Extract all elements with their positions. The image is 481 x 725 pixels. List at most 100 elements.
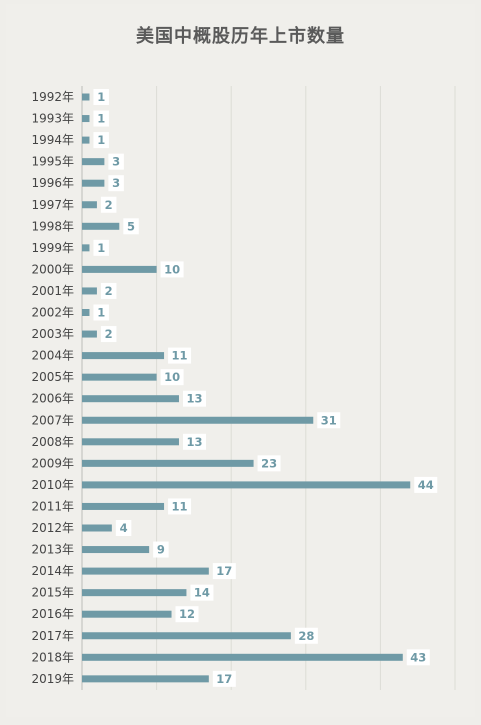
- bar: [82, 395, 179, 403]
- bar: [82, 352, 165, 360]
- category-label: 2010年: [31, 478, 74, 492]
- bar: [82, 524, 112, 532]
- data-label: 1: [97, 112, 105, 126]
- category-label: 1999年: [31, 241, 74, 255]
- bar: [82, 567, 209, 575]
- data-label: 12: [179, 607, 195, 621]
- data-label-box: [190, 584, 214, 601]
- bar: [82, 222, 120, 230]
- category-label: 2004年: [31, 349, 74, 363]
- bar: [82, 201, 97, 209]
- data-label-box: [108, 153, 124, 170]
- data-label: 43: [410, 650, 426, 664]
- data-label: 23: [261, 456, 277, 470]
- bar: [82, 179, 105, 187]
- category-label: 2016年: [31, 607, 74, 621]
- data-label-box: [100, 196, 117, 213]
- category-label: 1994年: [31, 133, 74, 147]
- data-label-box: [212, 563, 236, 580]
- category-label: 2019年: [31, 672, 74, 686]
- category-label: 2008年: [31, 435, 74, 449]
- data-label-box: [108, 175, 124, 192]
- chart-title: 美国中概股历年上市数量: [136, 26, 345, 47]
- data-label: 10: [164, 262, 180, 276]
- category-label: 2000年: [31, 262, 74, 276]
- data-label-box: [406, 649, 430, 666]
- bar: [82, 115, 90, 123]
- category-label: 2005年: [31, 370, 74, 384]
- data-label: 3: [112, 176, 120, 190]
- bar: [82, 589, 187, 597]
- data-label-box: [257, 455, 281, 472]
- data-label-box: [100, 282, 117, 299]
- bar: [82, 265, 157, 273]
- bar: [82, 330, 97, 338]
- data-label: 2: [105, 198, 113, 212]
- data-label: 5: [127, 219, 135, 233]
- data-label-box: [160, 369, 184, 386]
- bar: [82, 546, 150, 554]
- data-label: 9: [157, 543, 165, 557]
- data-label-box: [168, 347, 192, 364]
- bar: [82, 287, 97, 295]
- data-label: 28: [298, 629, 314, 643]
- category-label: 2017年: [31, 629, 74, 643]
- bar: [82, 309, 90, 316]
- bar: [82, 93, 90, 101]
- bar: [82, 653, 403, 661]
- category-label: 2018年: [31, 650, 74, 664]
- category-label: 1998年: [31, 219, 74, 233]
- category-label: 1996年: [31, 176, 74, 190]
- data-label-box: [93, 239, 109, 256]
- bar: [82, 136, 90, 144]
- category-label: 1993年: [31, 112, 74, 126]
- data-label: 14: [194, 586, 210, 600]
- category-label: 2007年: [31, 413, 74, 427]
- category-label: 1992年: [31, 90, 74, 104]
- data-label: 11: [172, 499, 188, 513]
- category-label: 2006年: [31, 392, 74, 406]
- bar: [82, 416, 314, 424]
- data-label-box: [93, 132, 109, 149]
- category-label: 1995年: [31, 155, 74, 169]
- bar: [82, 158, 105, 166]
- data-label-box: [160, 261, 184, 278]
- data-label-box: [168, 498, 192, 515]
- category-label: 2011年: [31, 499, 74, 513]
- category-label: 2009年: [31, 456, 74, 470]
- data-label: 2: [105, 284, 113, 298]
- category-label: 2015年: [31, 586, 74, 600]
- category-label: 2012年: [31, 521, 74, 535]
- bar: [82, 244, 90, 252]
- data-label-box: [175, 606, 199, 623]
- data-label-box: [93, 89, 109, 105]
- data-label-box: [414, 476, 438, 493]
- data-label-box: [100, 326, 117, 343]
- data-label: 2: [105, 327, 113, 341]
- data-label: 10: [164, 370, 180, 384]
- data-label: 11: [172, 349, 188, 363]
- data-label-box: [123, 218, 139, 235]
- bar: [82, 373, 157, 381]
- bar: [82, 481, 411, 489]
- data-label-box: [182, 433, 206, 450]
- data-label-box: [294, 627, 318, 644]
- data-label: 3: [112, 155, 120, 169]
- data-label: 44: [418, 478, 434, 492]
- category-label: 2013年: [31, 543, 74, 557]
- chart-card: [6, 4, 475, 717]
- data-label-box: [153, 541, 169, 558]
- data-label: 1: [97, 241, 105, 255]
- bar: [82, 610, 172, 618]
- category-label: 2001年: [31, 284, 74, 298]
- category-label: 2003年: [31, 327, 74, 341]
- data-label-box: [182, 390, 206, 407]
- data-label: 1: [97, 306, 105, 320]
- category-label: 2002年: [31, 306, 74, 320]
- bar: [82, 459, 254, 467]
- data-label: 4: [120, 521, 128, 535]
- bar: [82, 438, 179, 446]
- data-label-box: [115, 520, 132, 536]
- data-label-box: [317, 412, 341, 429]
